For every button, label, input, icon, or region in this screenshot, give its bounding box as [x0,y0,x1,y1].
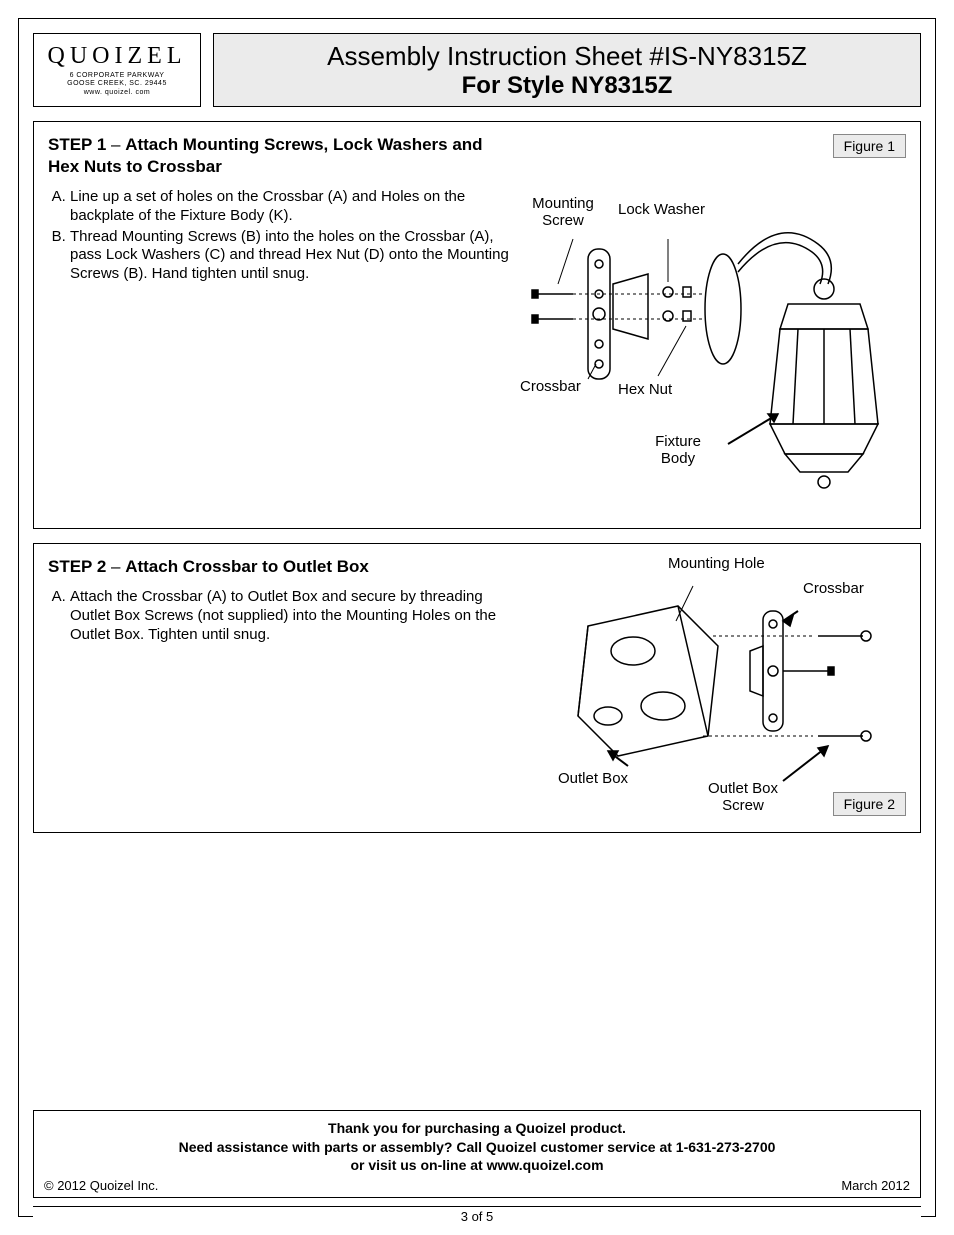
footer-meta: © 2012 Quoizel Inc. March 2012 [44,1178,910,1193]
thanks-line3: or visit us on-line at www.quoizel.com [44,1156,910,1174]
label-outlet-box: Outlet Box [558,771,628,788]
page-number: 3 of 5 [33,1206,921,1226]
step1-list: Line up a set of holes on the Crossbar (… [48,188,518,284]
step1-heading: STEP 1 – Attach Mounting Screws, Lock Wa… [48,134,518,178]
brand-address: 6 CORPORATE PARKWAY GOOSE CREEK, SC. 294… [67,72,167,97]
label-fixture-body: Fixture Body [643,434,713,467]
addr-line: GOOSE CREEK, SC. 29445 [67,80,167,88]
step1-figure: Figure 1 [528,134,906,514]
step2-post: Attach Crossbar to Outlet Box [125,557,369,576]
logo-box: QUOIZEL 6 CORPORATE PARKWAY GOOSE CREEK,… [33,33,201,107]
step1-text: STEP 1 – Attach Mounting Screws, Lock Wa… [48,134,518,514]
step2-itemA: Attach the Crossbar (A) to Outlet Box an… [70,588,518,644]
label-crossbar2: Crossbar [803,581,864,598]
brand-logo: QUOIZEL [48,43,187,70]
step1-pre: STEP 1 [48,135,106,154]
thanks-line2: Need assistance with parts or assembly? … [44,1138,910,1156]
dash: – [106,557,125,576]
doc-title-line1: Assembly Instruction Sheet #IS-NY8315Z [327,41,807,72]
footer-box: Thank you for purchasing a Quoizel produ… [33,1110,921,1198]
step2-list: Attach the Crossbar (A) to Outlet Box an… [48,588,518,644]
step2-figure: Figure 2 [528,556,906,816]
addr-line: 6 CORPORATE PARKWAY [67,72,167,80]
step1-body: STEP 1 – Attach Mounting Screws, Lock Wa… [48,134,906,514]
step1-box: STEP 1 – Attach Mounting Screws, Lock Wa… [33,121,921,529]
label-mounting-hole: Mounting Hole [668,556,765,573]
label-hexnut: Hex Nut [618,382,672,399]
doc-date: March 2012 [841,1178,910,1193]
title-box: Assembly Instruction Sheet #IS-NY8315Z F… [213,33,921,107]
step2-pre: STEP 2 [48,557,106,576]
step1-itemB: Thread Mounting Screws (B) into the hole… [70,228,518,284]
thanks-line1: Thank you for purchasing a Quoizel produ… [44,1119,910,1137]
step2-text: STEP 2 – Attach Crossbar to Outlet Box A… [48,556,518,816]
addr-line: www. quoizel. com [67,89,167,97]
step1-itemA: Line up a set of holes on the Crossbar (… [70,188,518,226]
doc-title-line2: For Style NY8315Z [462,72,673,100]
label-mounting-screw: Mounting Screw [523,196,603,229]
header-row: QUOIZEL 6 CORPORATE PARKWAY GOOSE CREEK,… [19,19,935,107]
step2-heading: STEP 2 – Attach Crossbar to Outlet Box [48,556,518,578]
dash: – [106,135,125,154]
copyright: © 2012 Quoizel Inc. [44,1178,158,1193]
label-crossbar: Crossbar [520,379,581,396]
label-outlet-screw: Outlet Box Screw [698,781,788,814]
page-frame: QUOIZEL 6 CORPORATE PARKWAY GOOSE CREEK,… [18,18,936,1217]
step2-body: STEP 2 – Attach Crossbar to Outlet Box A… [48,556,906,816]
label-lock-washer: Lock Washer [618,202,705,219]
step2-box: STEP 2 – Attach Crossbar to Outlet Box A… [33,543,921,833]
